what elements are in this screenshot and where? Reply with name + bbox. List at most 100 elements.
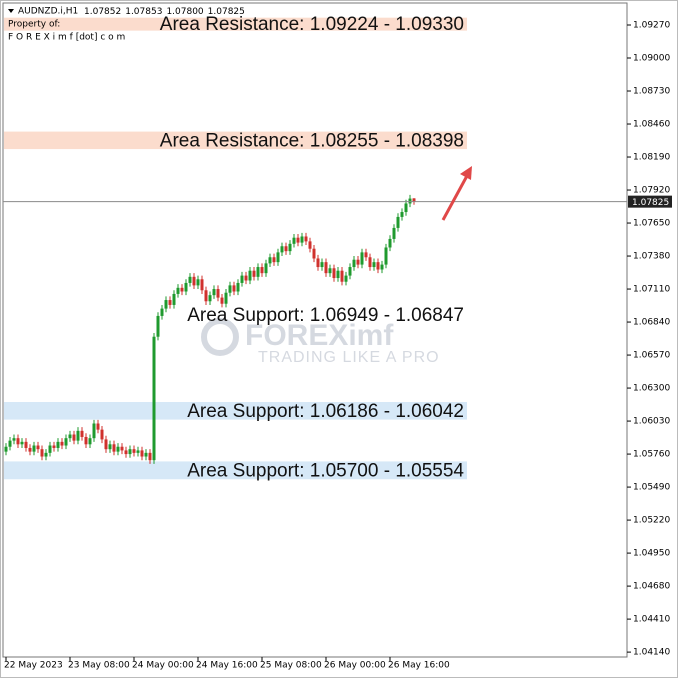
candle-body <box>24 441 28 448</box>
x-tick-label: 24 May 16:00 <box>196 661 258 671</box>
y-tick-label: 1.06030 <box>633 417 670 427</box>
trend-arrow-head <box>460 166 472 180</box>
zone <box>4 131 467 150</box>
watermark: FOREXimf TRADING LIKE A PRO <box>201 318 440 366</box>
candle-body <box>312 248 316 259</box>
candles <box>4 194 416 464</box>
candle-body <box>372 262 376 268</box>
x-tick-label: 23 May 08:00 <box>68 661 130 671</box>
candle-body <box>84 436 88 445</box>
candle-body <box>404 203 408 213</box>
candle-body <box>264 263 268 274</box>
candle-body <box>36 445 40 450</box>
candle-body <box>104 439 108 450</box>
candle-body <box>364 252 368 258</box>
x-tick-label: 26 May 16:00 <box>388 661 450 671</box>
candle-body <box>156 315 160 337</box>
candle-body <box>56 441 60 448</box>
y-tick-label: 1.08730 <box>633 87 670 97</box>
candle-body <box>212 289 216 296</box>
watermark-text: FOREXimf <box>245 319 394 352</box>
candle-body <box>244 275 248 281</box>
candle-body <box>332 268 336 279</box>
candle-body <box>304 236 308 242</box>
candle-body <box>48 445 52 453</box>
candle-body <box>400 212 404 217</box>
candle-body <box>100 429 104 440</box>
candle-body <box>328 268 332 274</box>
candle-body <box>52 445 56 448</box>
y-tick-label: 1.09000 <box>633 54 670 64</box>
axes: 1.09270 1.09000 1.08730 1.08460 1.08190 1.079… <box>3 21 672 671</box>
candle-body <box>352 259 356 268</box>
candle-body <box>196 279 200 286</box>
candle-body <box>220 297 224 304</box>
candle-body <box>144 452 148 457</box>
candle-body <box>320 262 324 268</box>
candle-body <box>288 243 292 252</box>
candle-body <box>252 270 256 277</box>
y-tick-label: 1.07920 <box>633 186 670 196</box>
ohlc-value: 1.07800 <box>166 7 203 17</box>
candle-body <box>92 423 96 439</box>
owner-site: F O R E X i m f [dot] c o m <box>8 33 125 43</box>
y-tick-label: 1.07650 <box>633 219 670 229</box>
candle-body <box>360 252 364 265</box>
candle-body <box>40 449 44 457</box>
candle-body <box>340 270 344 282</box>
y-tick-label: 1.04140 <box>633 648 670 658</box>
y-tick-label: 1.06840 <box>633 318 670 328</box>
candle-body <box>12 438 16 441</box>
candle-body <box>176 287 180 294</box>
current-price-box <box>628 195 672 208</box>
candle-body <box>20 441 24 445</box>
candle-body <box>280 246 284 253</box>
candle-body <box>76 430 80 441</box>
zone-label: Area Resistance: 1.08255 - 1.08398 <box>160 130 464 151</box>
x-tick-label: 22 May 2023 <box>4 661 63 671</box>
candle-body <box>348 267 352 276</box>
zone-label: Area Resistance: 1.09224 - 1.09330 <box>160 14 464 35</box>
candle-body <box>316 258 320 268</box>
candle-body <box>28 447 32 452</box>
candle-body <box>160 308 164 316</box>
candle-body <box>124 450 128 455</box>
candle-body <box>216 289 220 298</box>
owner-caption: Property of: <box>8 20 60 30</box>
candle-body <box>388 238 392 248</box>
candle-body <box>140 450 144 457</box>
y-tick-label: 1.08190 <box>633 153 670 163</box>
candle-body <box>384 247 388 265</box>
y-tick-label: 1.07110 <box>633 285 670 295</box>
candle-body <box>292 237 296 244</box>
zone <box>4 402 467 420</box>
candle-body <box>120 446 124 451</box>
x-tick-label: 25 May 08:00 <box>260 661 322 671</box>
candle-body <box>172 293 176 305</box>
trend-arrow <box>441 173 470 221</box>
candle-body <box>200 279 204 291</box>
candle-body <box>32 445 36 452</box>
zone <box>4 17 467 31</box>
candle-body <box>356 259 360 265</box>
symbol: AUDNZD.i,H1 <box>18 7 78 17</box>
zone-label: Area Support: 1.06949 - 1.06847 <box>187 305 464 326</box>
ohlc-value: 1.07853 <box>125 7 162 17</box>
candle-body <box>324 262 328 274</box>
y-tick-label: 1.04410 <box>633 615 670 625</box>
candle-body <box>368 257 372 268</box>
candle-body <box>164 300 168 309</box>
candle-body <box>8 440 12 447</box>
candle-body <box>396 216 400 228</box>
candle-body <box>116 446 120 452</box>
y-tick-label: 1.05490 <box>633 483 670 493</box>
candle-body <box>268 257 272 264</box>
watermark-tagline: TRADING LIKE A PRO <box>258 349 440 366</box>
candle-body <box>188 276 192 283</box>
candle-body <box>132 449 136 453</box>
candle-body <box>96 423 100 430</box>
candle-body <box>180 287 184 292</box>
candle-body <box>208 295 212 302</box>
candle-body <box>284 246 288 252</box>
ohlc-values: 1.07852 1.07853 1.07800 1.07825 <box>84 7 245 17</box>
